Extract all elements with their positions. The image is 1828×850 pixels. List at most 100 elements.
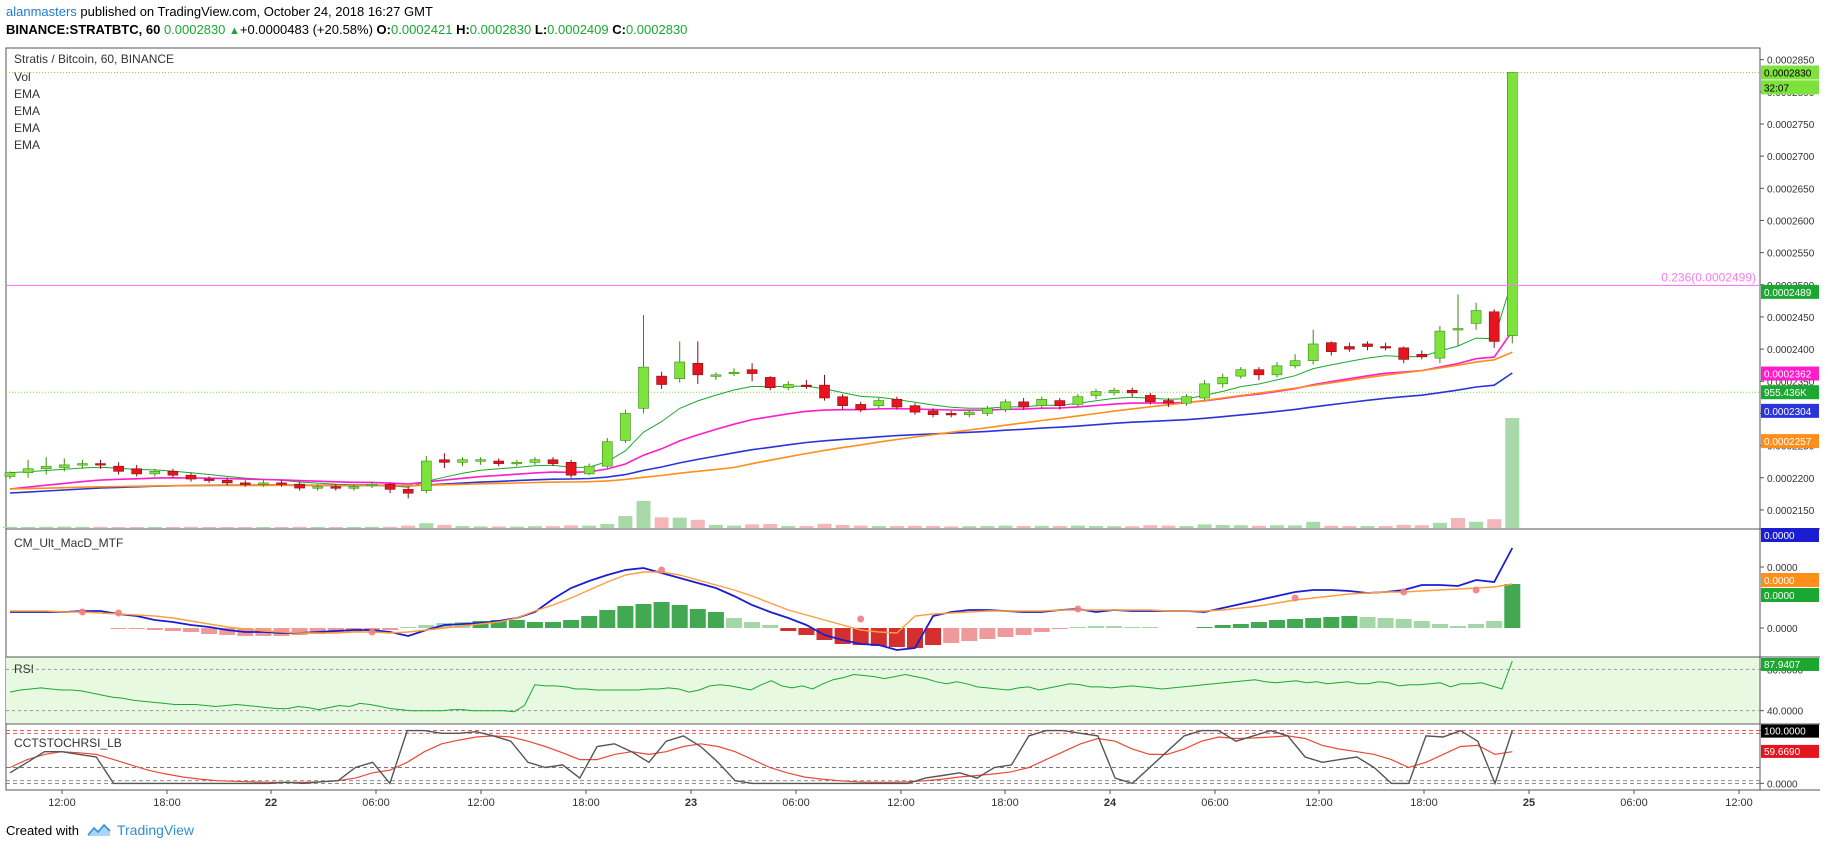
price-tick-label: 0.0002850 — [1767, 56, 1815, 67]
symbol-label: BINANCE:STRATBTC, 60 — [6, 22, 161, 37]
macd-hist-bar — [1450, 626, 1466, 628]
trading-chart[interactable]: 0.236(0.0002499) 0.00028500.00028000.000… — [0, 0, 1828, 820]
volume-bar — [365, 526, 379, 528]
candle-body — [1235, 369, 1247, 377]
stoch-label: 59.6690 — [1764, 747, 1801, 758]
volume-bar — [582, 525, 597, 528]
time-tick-label: 12:00 — [887, 797, 915, 809]
volume-bar — [926, 526, 941, 528]
candle-body — [782, 384, 794, 389]
volume-bar — [527, 526, 542, 528]
volume-bar — [1070, 525, 1085, 528]
volume-bar — [1306, 521, 1321, 528]
macd-hist-bar — [1142, 627, 1159, 628]
candle-body — [1126, 389, 1138, 394]
candle-body — [1000, 401, 1011, 410]
candle-body — [1452, 328, 1464, 331]
volume-bar — [708, 525, 723, 528]
volume-bar — [871, 526, 886, 528]
legend-ema-2: EMA — [14, 104, 40, 118]
candle-body — [276, 482, 287, 485]
stoch-title: CCTSTOCHRSI_LB — [14, 736, 122, 750]
volume-bar — [1396, 524, 1411, 528]
candle-body — [927, 410, 939, 416]
price-label: 955.436K — [1764, 388, 1807, 399]
macd-hist-bar — [526, 622, 543, 628]
grid-lines — [6, 72, 1760, 393]
candle-body — [1163, 400, 1174, 404]
candle-body — [457, 459, 468, 463]
macd-hist-bar — [508, 620, 525, 628]
volume-bar — [745, 524, 760, 528]
volume-bar — [310, 527, 325, 528]
stoch-d-line — [9, 735, 1513, 783]
author-link[interactable]: alanmasters — [6, 4, 77, 19]
macd-hist-bar — [1341, 616, 1358, 628]
candle-body — [692, 362, 704, 376]
candle-body — [439, 459, 450, 463]
legend-ema-3: EMA — [14, 121, 40, 135]
volume-bar — [1089, 526, 1103, 528]
candle-body — [475, 459, 486, 462]
macd-hist-bar — [726, 618, 742, 628]
rsi-tick-label: 40.0000 — [1767, 707, 1804, 718]
macd-hist-bar — [997, 628, 1014, 637]
macd-cross-dot — [368, 628, 376, 636]
macd-hist-bar — [1069, 627, 1086, 628]
macd-hist-bar — [1504, 584, 1521, 628]
candle-body — [258, 482, 269, 485]
stoch-label: 100.0000 — [1764, 727, 1806, 738]
macd-hist-bar — [1015, 628, 1032, 635]
macd-hist-bar — [1124, 627, 1141, 628]
macd-cross-dot — [1472, 586, 1480, 594]
price-tick-label: 0.0002450 — [1767, 313, 1815, 324]
candle-body — [891, 398, 903, 408]
macd-hist-bar — [671, 605, 688, 628]
tradingview-link[interactable]: TradingView — [87, 822, 194, 838]
macd-hist-bar — [1214, 625, 1231, 628]
price-axis[interactable]: 0.00028500.00028000.00027500.00027000.00… — [1760, 56, 1819, 517]
macd-hist-bar — [418, 625, 435, 628]
candle-body — [493, 460, 505, 464]
volume-bar — [1451, 518, 1465, 528]
time-axis[interactable]: 12:00 18:00 22 06:00 12:00 18:00 23 06:00 12:00 1… — [48, 790, 1753, 809]
macd-label-box — [1761, 528, 1819, 542]
candle-body — [1145, 395, 1156, 403]
candlesticks[interactable] — [4, 72, 1518, 499]
volume-bar — [129, 527, 144, 528]
macd-hist-bar — [1305, 618, 1322, 628]
price-label: 0.0002362 — [1764, 370, 1812, 381]
volume-bar — [889, 526, 904, 528]
price-tick-label: 0.0002700 — [1767, 152, 1815, 163]
ohlc-line: BINANCE:STRATBTC, 60 0.0002830 ▲+0.00004… — [6, 21, 687, 40]
candle-body — [764, 377, 776, 389]
candle-body — [294, 483, 305, 489]
candle-body — [1181, 396, 1192, 404]
candle-body — [982, 407, 993, 414]
candle-body — [1488, 311, 1500, 342]
volume-bar — [1179, 526, 1194, 528]
macd-hist-bar — [925, 628, 942, 645]
volume-bar — [998, 525, 1013, 528]
macd-hist-bar — [1287, 619, 1304, 628]
rsi-label-box — [1761, 658, 1819, 671]
price-label-box — [1761, 65, 1819, 80]
volume-bar — [491, 526, 506, 528]
volume-bar — [328, 527, 343, 528]
macd-hist-bar — [852, 628, 869, 645]
footer: Created with TradingView — [6, 822, 194, 838]
macd-hist-bar — [1468, 624, 1485, 628]
macd-cross-dot — [658, 566, 666, 574]
candle-body — [1108, 389, 1120, 394]
macd-hist-bar — [1232, 624, 1249, 628]
candle-body — [1416, 353, 1428, 358]
macd-hist-bar — [961, 628, 978, 641]
candle-body — [1307, 343, 1319, 361]
volume-bar — [455, 526, 470, 528]
volume-bar — [274, 527, 289, 528]
ema-100-line — [9, 351, 1513, 490]
macd-hist-bar — [1250, 622, 1267, 628]
macd-hist-bar — [653, 602, 670, 628]
macd-hist-bar — [1196, 627, 1213, 628]
